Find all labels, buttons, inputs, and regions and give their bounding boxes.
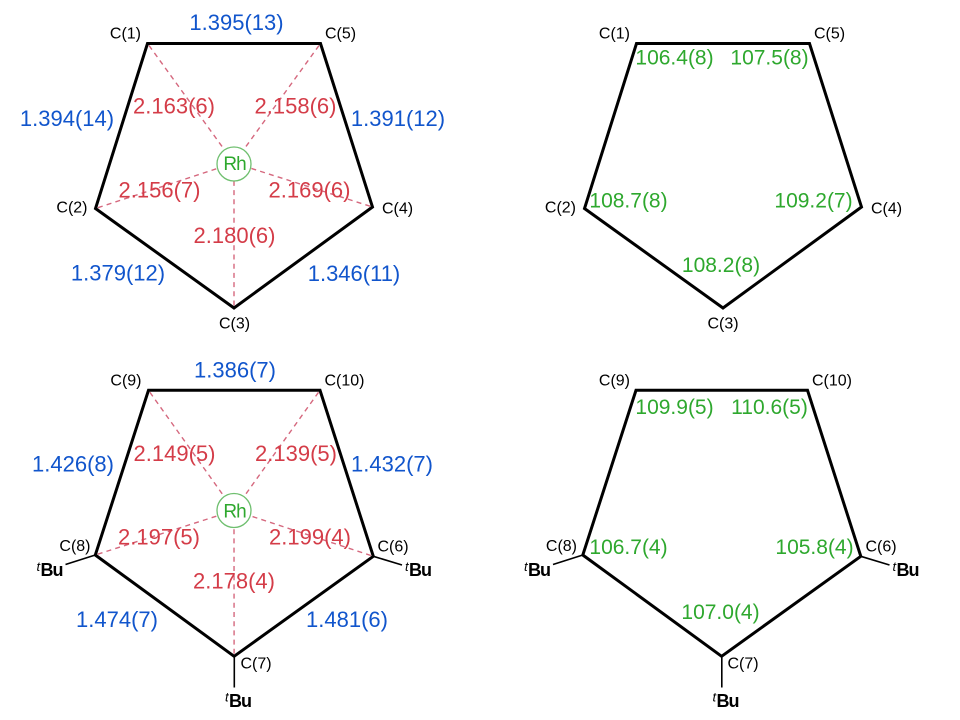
svg-text:C(4): C(4): [382, 201, 413, 218]
svg-text:109.9(5): 109.9(5): [635, 396, 713, 419]
svg-text:t: t: [713, 690, 718, 705]
svg-text:1.391(12): 1.391(12): [351, 106, 445, 131]
svg-text:t: t: [37, 559, 42, 574]
svg-text:1.395(13): 1.395(13): [189, 10, 283, 35]
svg-text:106.4(8): 106.4(8): [635, 47, 713, 70]
svg-text:1.346(11): 1.346(11): [308, 261, 401, 286]
svg-text:1.426(8): 1.426(8): [32, 452, 114, 477]
svg-text:C(5): C(5): [814, 25, 845, 42]
svg-text:C(2): C(2): [545, 200, 576, 217]
svg-text:108.7(8): 108.7(8): [589, 190, 667, 213]
svg-text:t: t: [225, 690, 230, 705]
svg-text:Rh: Rh: [223, 502, 246, 523]
svg-text:t: t: [893, 559, 898, 574]
svg-text:107.0(4): 107.0(4): [681, 601, 759, 624]
svg-text:Rh: Rh: [223, 154, 246, 175]
svg-text:C(7): C(7): [241, 656, 272, 673]
svg-text:2.197(5): 2.197(5): [118, 525, 200, 550]
svg-text:1.432(7): 1.432(7): [351, 452, 433, 477]
svg-text:C(4): C(4): [871, 201, 902, 218]
svg-text:1.379(12): 1.379(12): [71, 261, 165, 286]
svg-text:2.178(4): 2.178(4): [193, 569, 275, 594]
svg-text:2.149(5): 2.149(5): [134, 441, 216, 466]
svg-text:1.394(14): 1.394(14): [20, 106, 114, 131]
svg-text:C(5): C(5): [325, 25, 356, 42]
svg-text:110.6(5): 110.6(5): [731, 396, 808, 419]
svg-text:C(2): C(2): [56, 200, 87, 217]
svg-text:2.163(6): 2.163(6): [133, 94, 215, 119]
svg-text:C(10): C(10): [812, 372, 852, 389]
svg-text:2.199(4): 2.199(4): [269, 525, 351, 550]
svg-text:2.158(6): 2.158(6): [255, 94, 337, 119]
svg-text:C(6): C(6): [866, 539, 897, 556]
svg-text:C(1): C(1): [599, 25, 630, 42]
svg-text:C(8): C(8): [546, 538, 577, 555]
svg-text:2.156(7): 2.156(7): [119, 178, 201, 203]
svg-text:Bu: Bu: [409, 560, 431, 580]
svg-text:C(7): C(7): [728, 656, 759, 673]
svg-text:C(1): C(1): [110, 25, 141, 42]
svg-text:2.169(6): 2.169(6): [269, 178, 351, 203]
svg-text:t: t: [405, 559, 410, 574]
svg-text:C(6): C(6): [378, 539, 409, 556]
svg-text:Bu: Bu: [41, 560, 63, 580]
svg-text:C(8): C(8): [59, 538, 90, 555]
svg-text:2.180(6): 2.180(6): [194, 223, 276, 248]
svg-text:C(3): C(3): [707, 316, 738, 333]
svg-text:105.8(4): 105.8(4): [775, 536, 853, 559]
svg-text:108.2(8): 108.2(8): [682, 254, 760, 277]
svg-text:1.474(7): 1.474(7): [76, 607, 158, 632]
svg-text:Bu: Bu: [229, 691, 251, 711]
svg-text:Bu: Bu: [717, 691, 739, 711]
svg-text:1.386(7): 1.386(7): [194, 358, 276, 383]
svg-text:Bu: Bu: [528, 560, 550, 580]
svg-text:2.139(5): 2.139(5): [255, 441, 337, 466]
svg-text:106.7(4): 106.7(4): [589, 536, 667, 559]
svg-text:C(9): C(9): [110, 372, 141, 389]
svg-text:t: t: [524, 559, 529, 574]
svg-text:109.2(7): 109.2(7): [774, 190, 852, 213]
svg-text:107.5(8): 107.5(8): [730, 47, 808, 70]
svg-text:Bu: Bu: [897, 560, 919, 580]
svg-text:1.481(6): 1.481(6): [306, 607, 388, 632]
svg-text:C(3): C(3): [219, 316, 250, 333]
svg-text:C(10): C(10): [325, 372, 365, 389]
svg-text:C(9): C(9): [599, 372, 630, 389]
